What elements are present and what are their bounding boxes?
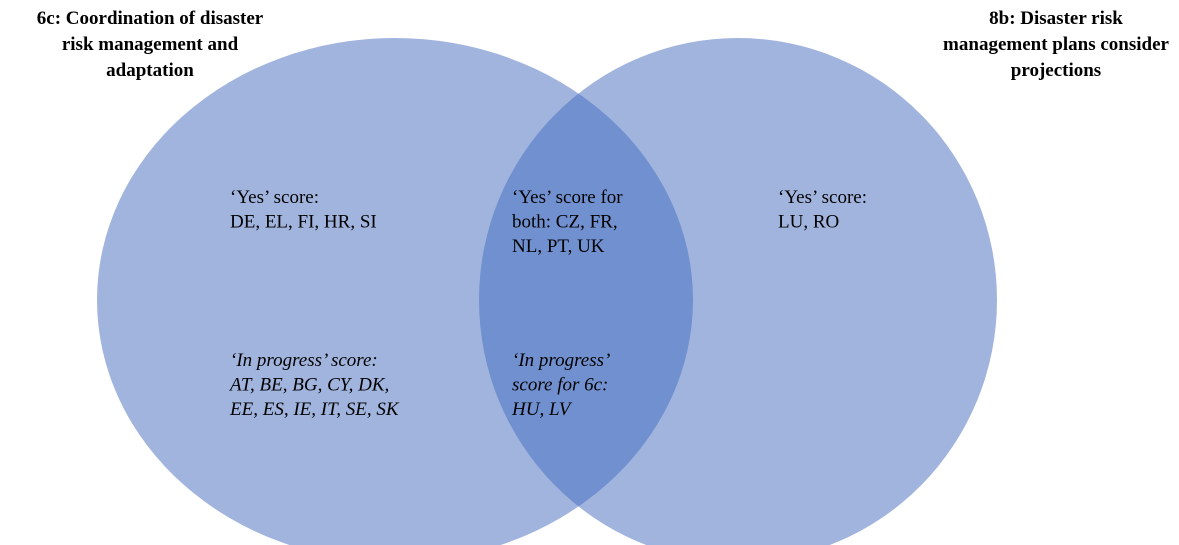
region-label: score for 6c:	[512, 375, 608, 396]
region-label: LU, RO	[778, 212, 839, 233]
region-label: DE, EL, FI, HR, SI	[230, 212, 377, 233]
set-title: projections	[1011, 60, 1101, 81]
region-label: ‘Yes’ score:	[230, 187, 319, 208]
region-label: EE, ES, IE, IT, SE, SK	[229, 399, 400, 420]
region-label: ‘In progress’	[512, 350, 610, 371]
set-title: 8b: Disaster risk	[989, 8, 1123, 29]
set-title: adaptation	[106, 60, 194, 81]
region-label: ‘Yes’ score for	[512, 187, 623, 208]
region-label: HU, LV	[511, 399, 573, 420]
set-title: 6c: Coordination of disaster	[37, 8, 264, 29]
region-label: NL, PT, UK	[512, 236, 605, 257]
region-label: AT, BE, BG, CY, DK,	[228, 375, 389, 396]
region-label: ‘Yes’ score:	[778, 187, 867, 208]
set-title: management plans consider	[943, 34, 1169, 55]
region-label: ‘In progress’ score:	[230, 350, 378, 371]
region-label: both: CZ, FR,	[512, 212, 618, 233]
intersection	[479, 38, 693, 545]
set-title: risk management and	[62, 34, 239, 55]
